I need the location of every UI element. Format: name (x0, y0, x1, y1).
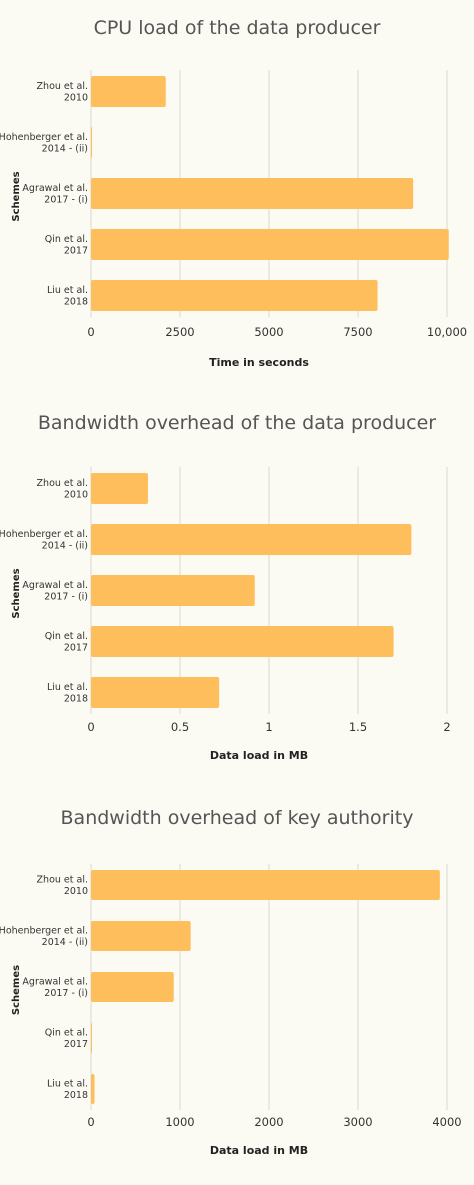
category-label-line: 2018 (64, 297, 88, 308)
chart-title: CPU load of the data producer (93, 17, 381, 39)
category-label-line: 2018 (64, 694, 88, 705)
x-tick-label: 0 (87, 720, 94, 734)
bar (91, 921, 191, 951)
category-label-line: Liu et al. (47, 1079, 88, 1090)
category-label-line: 2017 (64, 643, 88, 654)
category-label: Hohenberger et al. 2014 - (ii) (0, 926, 88, 948)
category-label-line: Agrawal et al. (22, 977, 88, 988)
bar (91, 280, 378, 311)
chart-cpu-load: CPU load of the data producer Zhou et al… (0, 0, 474, 380)
category-label: Agrawal et al. 2017 - (i) (22, 580, 88, 602)
bar (91, 677, 220, 708)
x-tick-label: 2500 (165, 325, 194, 339)
y-axis-label: Schemes (11, 171, 22, 221)
category-label-line: Qin et al. (45, 631, 88, 642)
category-label: Liu et al. 2018 (47, 285, 88, 307)
y-axis-label: Schemes (11, 568, 22, 618)
category-label-line: Hohenberger et al. (0, 926, 88, 937)
category-label-line: 2017 - (i) (44, 195, 88, 206)
category-label-line: Zhou et al. (37, 81, 88, 92)
category-label: Agrawal et al. 2017 - (i) (22, 183, 88, 205)
x-axis-label: Data load in MB (210, 1144, 308, 1157)
x-tick-label: 0 (87, 1115, 94, 1129)
category-label-line: 2017 (64, 246, 88, 257)
chart-bandwidth-authority: Bandwidth overhead of key authority Zhou… (0, 790, 474, 1180)
category-label-line: 2014 - (ii) (42, 541, 88, 552)
category-label-line: 2017 - (i) (44, 592, 88, 603)
category-label-line: Agrawal et al. (22, 183, 88, 194)
category-label: Agrawal et al. 2017 - (i) (22, 977, 88, 999)
category-label: Liu et al. 2018 (47, 1079, 88, 1101)
category-label-line: Qin et al. (45, 1028, 88, 1039)
bar (91, 870, 440, 900)
x-axis-label: Data load in MB (210, 749, 308, 762)
x-tick-label: 1 (265, 720, 272, 734)
category-label: Zhou et al. 2010 (37, 81, 88, 103)
bar (91, 473, 148, 504)
category-label: Qin et al. 2017 (45, 631, 88, 653)
bar (91, 127, 93, 158)
x-tick-label: 7500 (343, 325, 372, 339)
category-label: Qin et al. 2017 (45, 234, 88, 256)
category-label: Hohenberger et al. 2014 - (ii) (0, 529, 88, 551)
bar (91, 76, 166, 107)
category-label-line: 2014 - (ii) (42, 144, 88, 155)
x-tick-label: 1.5 (349, 720, 367, 734)
category-label-line: 2010 (64, 886, 88, 897)
x-axis-label: Time in seconds (209, 356, 309, 369)
category-label-line: Hohenberger et al. (0, 529, 88, 540)
category-label: Hohenberger et al. 2014 - (ii) (0, 132, 88, 154)
category-label-line: Agrawal et al. (22, 580, 88, 591)
bar (91, 1074, 95, 1104)
x-tick-label: 0 (87, 325, 94, 339)
category-label-line: Zhou et al. (37, 875, 88, 886)
category-label-line: 2017 - (i) (44, 988, 88, 999)
category-label-line: 2017 (64, 1039, 88, 1050)
category-label: Qin et al. 2017 (45, 1028, 88, 1050)
chart-svg: Zhou et al. 2010 Hohenberger et al. 2014 - … (0, 467, 451, 762)
bar (91, 575, 255, 606)
bar (91, 972, 174, 1002)
category-label-line: 2018 (64, 1090, 88, 1101)
category-label: Liu et al. 2018 (47, 682, 88, 704)
x-tick-label: 2000 (254, 1115, 283, 1129)
category-label-line: Zhou et al. (37, 478, 88, 489)
category-label-line: 2014 - (ii) (42, 937, 88, 948)
y-axis-label: Schemes (11, 965, 22, 1015)
x-tick-label: 10,000 (427, 325, 467, 339)
category-label-line: Hohenberger et al. (0, 132, 88, 143)
category-label-line: Qin et al. (45, 234, 88, 245)
bar (91, 1023, 92, 1053)
x-tick-label: 0.5 (171, 720, 189, 734)
category-label-line: 2010 (64, 93, 88, 104)
category-label-line: Liu et al. (47, 682, 88, 693)
bar (91, 229, 449, 260)
x-tick-label: 3000 (343, 1115, 372, 1129)
category-label-line: 2010 (64, 490, 88, 501)
category-label-line: Liu et al. (47, 285, 88, 296)
bar (91, 524, 412, 555)
category-label: Zhou et al. 2010 (37, 875, 88, 897)
x-tick-label: 2 (443, 720, 450, 734)
x-tick-label: 1000 (165, 1115, 194, 1129)
chart-title: Bandwidth overhead of key authority (60, 807, 414, 829)
category-label: Zhou et al. 2010 (37, 478, 88, 500)
chart-title: Bandwidth overhead of the data producer (37, 412, 437, 434)
x-tick-label: 5000 (254, 325, 283, 339)
chart-svg: Zhou et al. 2010 Hohenberger et al. 2014 - … (0, 70, 467, 369)
bar (91, 626, 394, 657)
chart-svg: Zhou et al. 2010 Hohenberger et al. 2014 - … (0, 864, 462, 1157)
bar (91, 178, 414, 209)
chart-bandwidth-producer: Bandwidth overhead of the data producer … (0, 395, 474, 775)
x-tick-label: 4000 (432, 1115, 461, 1129)
